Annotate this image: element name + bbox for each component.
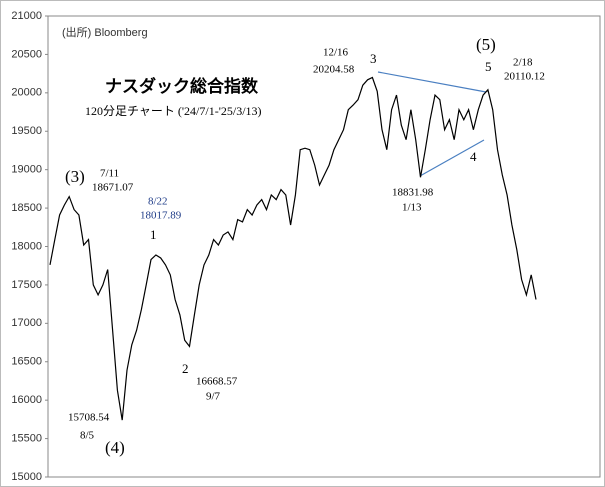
annotation: 9/7 <box>206 391 221 403</box>
annotation: 1 <box>150 227 157 242</box>
annotation: (3) <box>65 167 85 186</box>
y-tick-label: 19500 <box>11 125 42 137</box>
annotation: 4 <box>470 149 477 164</box>
y-tick-label: 19000 <box>11 164 42 176</box>
annotation: 18017.89 <box>140 210 182 222</box>
y-tick-label: 16500 <box>11 356 42 368</box>
trend-line <box>419 139 485 177</box>
annotation: 1/13 <box>402 202 422 214</box>
annotation: 7/11 <box>100 168 119 180</box>
trend-line <box>377 71 487 93</box>
price-line <box>49 76 537 421</box>
y-tick-label: 20000 <box>11 87 42 99</box>
annotation: 5 <box>485 59 492 74</box>
y-tick-label: 17000 <box>11 317 42 329</box>
annotation: 2 <box>182 361 189 376</box>
annotation: 8/5 <box>80 430 95 442</box>
y-tick-label: 15500 <box>11 432 42 444</box>
y-tick-label: 18500 <box>11 202 42 214</box>
annotation: (出所) Bloomberg <box>62 25 148 39</box>
y-tick-label: 15000 <box>11 471 42 483</box>
annotation: 120分足チャート ('24/7/1-'25/3/13) <box>85 104 262 118</box>
annotation: 15708.54 <box>68 412 110 424</box>
annotation: 18671.07 <box>92 182 134 194</box>
y-tick-label: 16000 <box>11 394 42 406</box>
annotation: 12/16 <box>323 47 349 59</box>
annotation: 8/22 <box>148 196 168 208</box>
annotation: ナスダック総合指数 <box>105 76 259 96</box>
annotation: 16668.57 <box>196 376 238 388</box>
annotation: 20110.12 <box>504 71 545 83</box>
y-tick-label: 17500 <box>11 279 42 291</box>
annotation: 3 <box>370 51 377 66</box>
y-tick-label: 18000 <box>11 240 42 252</box>
annotation: 20204.58 <box>313 64 355 76</box>
annotation: (4) <box>105 438 125 457</box>
y-tick-label: 21000 <box>11 10 42 22</box>
y-tick-label: 20500 <box>11 48 42 60</box>
annotation: 2/18 <box>513 57 533 69</box>
annotation: 18831.98 <box>392 187 434 199</box>
annotation: (5) <box>476 35 496 54</box>
